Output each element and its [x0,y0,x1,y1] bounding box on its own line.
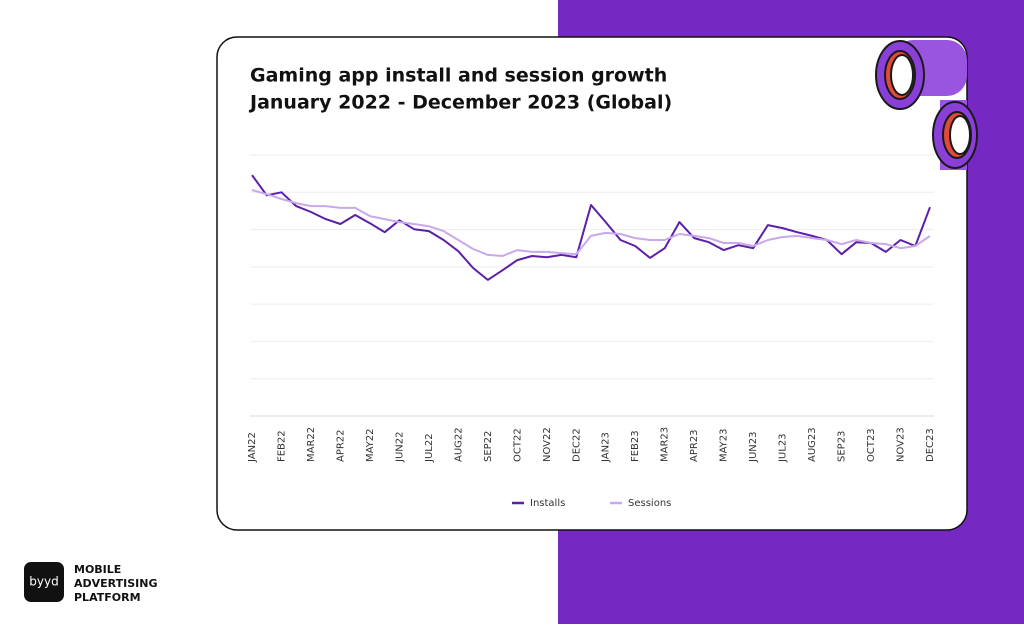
x-tick-label: JUN23 [748,432,759,463]
x-tick-label: FEB23 [630,430,641,462]
x-tick-label: MAR22 [306,427,317,462]
tagline: PLATFORM [74,591,141,604]
x-tick-label: DEC23 [925,428,936,462]
x-tick-label: JAN23 [601,432,612,463]
x-tick-label: JAN22 [247,432,258,463]
series-line [251,174,931,281]
x-tick-label: AUG23 [807,427,818,462]
x-tick-label: MAR23 [660,427,671,462]
tagline: ADVERTISING [74,577,158,590]
plot: JAN22 FEB22 MAR22 APR22 MAY22 JUN22 JUL22 AUG22… [247,154,936,509]
series-line [251,189,931,257]
logo-text: byyd [29,575,58,589]
chart-card [216,36,968,531]
x-tick-label: APR22 [335,429,346,462]
x-tick-label: OCT22 [512,428,523,462]
x-tick-label: JUL23 [778,433,789,463]
binocular-decoration [875,40,978,170]
x-tick-label: APR23 [689,429,700,462]
x-tick-label: NOV22 [542,427,553,462]
legend-label: Installs [530,498,565,509]
x-tick-label: JUL22 [424,433,435,463]
tagline: MOBILE [74,563,121,576]
x-tick-label: SEP22 [483,431,494,462]
chart-subtitle: January 2022 - December 2023 (Global) [248,92,672,114]
x-tick-label: SEP23 [837,431,848,462]
x-tick-label: AUG22 [453,427,464,462]
legend-label: Sessions [628,498,671,509]
chart-title: Gaming app install and session growth [250,65,667,87]
x-tick-label: MAY23 [719,428,730,462]
x-tick-label: JUN22 [394,432,405,463]
x-tick-label: MAY22 [365,428,376,462]
x-tick-label: NOV23 [896,427,907,462]
x-tick-label: FEB22 [276,430,287,462]
logo-box [24,562,64,602]
x-tick-label: DEC22 [571,428,582,462]
x-tick-label: OCT23 [866,428,877,462]
